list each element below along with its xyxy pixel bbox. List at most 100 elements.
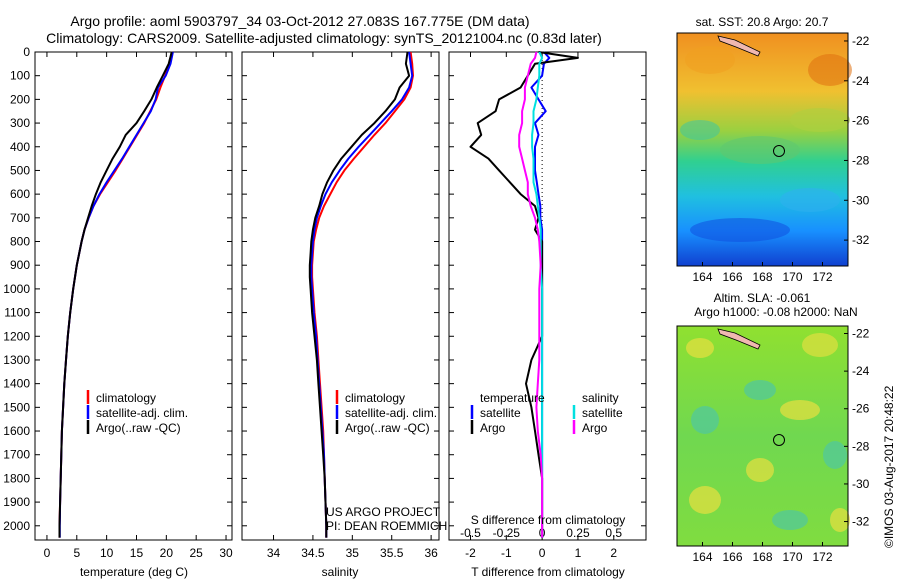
map-lon-tick-label: 168 <box>752 270 772 284</box>
series-line-salinity-2 <box>308 51 411 538</box>
y-tick-label: 1800 <box>3 471 30 485</box>
y-tick-label: 1700 <box>3 448 30 462</box>
map-lon-tick-label: 166 <box>722 550 742 564</box>
series-line-difference-1 <box>469 51 579 538</box>
difference-legend: temperature satellite Argo salinity sate… <box>471 391 626 527</box>
salinity-axis-label: salinity <box>322 565 359 579</box>
map-lon-tick-label: 166 <box>722 270 742 284</box>
y-tick-label: 300 <box>10 116 30 130</box>
figure-title-line2: Climatology: CARS2009. Satellite-adjuste… <box>46 30 602 46</box>
top-tick-label: -0.25 <box>493 526 521 540</box>
map-lon-tick-label: 172 <box>812 550 832 564</box>
series-line-difference-2 <box>531 51 544 538</box>
y-tick-label: 900 <box>10 258 30 272</box>
x-tick-label: 2 <box>610 546 617 560</box>
legend-label-t-argo: Argo <box>480 421 506 435</box>
y-tick-label: 400 <box>10 140 30 154</box>
series-line-temperature-2 <box>58 51 173 538</box>
map-lat-tick-label: -26 <box>852 402 870 416</box>
sla-map-title-line2: Argo h1000: -0.08 h2000: NaN <box>694 305 857 319</box>
x-tick-label: 10 <box>100 546 114 560</box>
x-tick-label: 34 <box>267 546 281 560</box>
y-tick-label: 500 <box>10 163 30 177</box>
series-line-salinity-0 <box>311 51 414 538</box>
y-tick-label: 2000 <box>3 519 30 533</box>
x-tick-label: 36 <box>424 546 438 560</box>
sst-map: sat. SST: 20.8 Argo: 20.7 164 166 168 170 17… <box>676 15 870 284</box>
legend-label-climatology: climatology <box>345 391 405 405</box>
x-tick-label: 25 <box>190 546 204 560</box>
sla-map-texture <box>686 333 850 532</box>
x-tick-label: 20 <box>160 546 174 560</box>
island-shape <box>717 35 761 57</box>
series-line-salinity-1 <box>310 51 414 538</box>
x-tick-label: 0 <box>539 546 546 560</box>
legend-label-satellite: satellite-adj. clim. <box>96 406 188 420</box>
y-tick-label: 1300 <box>3 353 30 367</box>
y-tick-label: 1100 <box>4 306 30 320</box>
y-tick-label: 1900 <box>3 495 30 509</box>
x-tick-label: 35 <box>346 546 360 560</box>
map-lon-tick-label: 172 <box>812 270 832 284</box>
map-lat-tick-label: -24 <box>852 364 870 378</box>
profile-location-marker <box>773 434 785 446</box>
figure-title-line1: Argo profile: aoml 5903797_34 03-Oct-201… <box>70 13 529 29</box>
legend-label-t-satellite: satellite <box>480 406 521 420</box>
series-line-difference-3 <box>518 51 544 538</box>
x-tick-label: 1 <box>575 546 582 560</box>
y-tick-label: 1500 <box>3 400 30 414</box>
project-annotation-line1: US ARGO PROJECT <box>326 505 441 519</box>
map-lat-tick-label: -22 <box>852 327 870 341</box>
legend-label-argo: Argo(..raw -QC) <box>96 421 181 435</box>
map-lat-tick-label: -32 <box>852 233 870 247</box>
x-tick-label: 34.5 <box>301 546 325 560</box>
x-tick-label: 35.5 <box>380 546 404 560</box>
map-lon-tick-label: 164 <box>692 550 712 564</box>
x-tick-label: -1 <box>501 546 512 560</box>
top-tick-label: 0.5 <box>605 526 622 540</box>
map-lon-tick-label: 164 <box>692 270 712 284</box>
y-tick-label: 700 <box>10 211 30 225</box>
top-tick-label: -0.5 <box>460 526 481 540</box>
map-lat-tick-label: -26 <box>852 114 870 128</box>
salinity-panel-frame <box>241 51 440 541</box>
map-lat-tick-label: -24 <box>852 74 870 88</box>
map-lon-tick-label: 170 <box>782 270 802 284</box>
x-tick-label: -2 <box>465 546 476 560</box>
map-lat-tick-label: -28 <box>852 153 870 167</box>
legend-label-s-argo: Argo <box>582 421 608 435</box>
map-lon-tick-label: 170 <box>782 550 802 564</box>
y-tick-label: 1000 <box>3 282 30 296</box>
y-tick-label: 600 <box>10 187 30 201</box>
legend-label-satellite: satellite-adj. clim. <box>345 406 437 420</box>
island-shape <box>717 328 761 350</box>
map-lat-tick-label: -30 <box>852 477 870 491</box>
y-tick-label: 200 <box>10 92 30 106</box>
map-lat-tick-label: -28 <box>852 439 870 453</box>
y-tick-label: 100 <box>10 69 30 83</box>
salinity-legend: climatology satellite-adj. clim. Argo(..… <box>326 390 447 533</box>
y-tick-label: 1200 <box>3 329 30 343</box>
map-lat-tick-label: -30 <box>852 193 870 207</box>
profile-location-marker <box>773 145 785 157</box>
y-tick-label: 800 <box>10 235 30 249</box>
temperature-legend: climatology satellite-adj. clim. Argo(..… <box>86 390 188 435</box>
legend-label-climatology: climatology <box>96 391 156 405</box>
y-tick-label: 0 <box>23 45 30 59</box>
map-lon-tick-label: 168 <box>752 550 772 564</box>
legend-label-s-satellite: satellite <box>582 406 623 420</box>
s-difference-label: S difference from climatology <box>471 513 626 527</box>
top-tick-label: 0.25 <box>566 526 590 540</box>
x-tick-label: 0 <box>44 546 51 560</box>
sla-map-title-line1: Altim. SLA: -0.061 <box>714 291 811 305</box>
map-lat-tick-label: -22 <box>852 34 870 48</box>
series-line-temperature-0 <box>58 51 174 538</box>
legend-title-temperature: temperature <box>480 391 545 405</box>
temperature-panel-frame <box>34 51 233 541</box>
y-tick-label: 1400 <box>3 377 30 391</box>
imos-credit: ©IMOS 03-Aug-2017 20:48:22 <box>882 385 896 548</box>
sla-map-ticks: 164 166 168 170 172 -22 -24 -26 -28 -30 -32 <box>692 327 869 564</box>
y-tick-label: 1600 <box>3 424 30 438</box>
map-lat-tick-label: -32 <box>852 515 870 529</box>
sst-map-title: sat. SST: 20.8 Argo: 20.7 <box>696 15 829 29</box>
